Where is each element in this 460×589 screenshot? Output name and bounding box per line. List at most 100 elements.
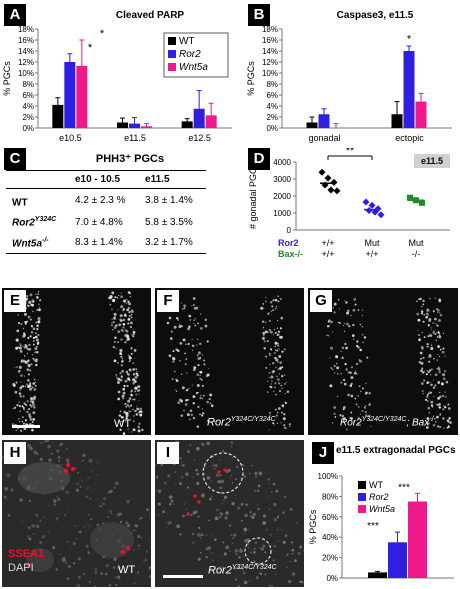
cell-speck [272,559,275,562]
y-axis-label: % PGCs [2,61,12,96]
cell-speck [426,369,428,372]
cell-speck [35,363,38,367]
cell-speck [354,370,357,372]
cell-speck [333,372,336,374]
cell-speck [127,399,130,403]
cell-speck [273,351,276,355]
cell-speck [340,381,343,384]
cell-speck [253,564,255,566]
cell-speck [267,478,270,481]
cell-speck [248,472,251,475]
cell-speck [55,519,58,521]
legend-swatch [168,63,176,71]
cell-speck [425,426,429,429]
cell-speck [203,465,206,468]
table-cell: 4.2 ± 2.3 % [74,195,126,207]
cell-speck [167,474,171,478]
cell-speck [148,511,150,513]
cell-speck [432,379,434,381]
cell-speck [88,458,93,463]
cell-speck [278,348,280,350]
cell-speck [204,324,208,328]
cell-speck [197,391,200,394]
data-point [371,208,379,216]
cell-speck [346,311,350,315]
cell-speck [178,359,181,362]
cell-speck [78,530,82,534]
cell-speck [28,415,32,419]
cell-speck [246,538,250,542]
cell-speck [184,514,186,516]
cell-speck [281,366,284,369]
cell-speck [125,370,129,374]
cell-speck [138,422,141,425]
cell-speck [197,351,201,355]
cell-speck [195,391,199,395]
cell-speck [141,428,144,432]
cell-speck [175,317,179,320]
cell-speck [117,397,120,401]
cell-speck [192,297,196,300]
cell-speck [197,515,200,518]
cell-speck [227,468,231,472]
cell-speck [265,366,268,369]
cell-speck [354,397,357,400]
cell-speck [358,385,361,387]
cell-speck [236,465,239,469]
cell-speck [94,567,98,571]
cell-speck [109,294,113,298]
cell-speck [268,319,271,322]
cell-speck [31,461,33,463]
cell-speck [277,407,281,410]
cell-speck [269,354,271,357]
cell-speck [359,348,362,352]
cell-speck [33,395,37,399]
cell-speck [271,380,273,382]
cell-speck [125,521,129,525]
cell-speck [32,382,36,385]
cell-speck [262,514,267,518]
cell-speck [87,513,90,516]
cell-speck [430,383,433,387]
micrograph-f [155,288,304,435]
cell-speck [260,547,264,551]
cell-speck [75,467,77,469]
cell-speck [224,516,228,520]
cell-speck [87,550,89,552]
micrograph-e-image [11,291,144,435]
cell-speck [114,576,117,579]
cell-speck [230,474,233,476]
cell-speck [428,353,432,357]
cell-speck [88,487,91,489]
cell-speck [171,377,174,381]
cell-speck [417,330,419,332]
cell-speck [99,504,103,508]
cell-speck [135,393,138,396]
cell-speck [105,572,108,576]
cell-speck [337,373,339,375]
bar-ror2 [318,114,330,128]
cell-speck [175,482,177,485]
cell-speck [185,358,188,361]
cell-speck [125,414,129,418]
cell-speck [133,378,135,380]
cell-speck [237,567,240,570]
cell-speck [342,420,345,422]
cell-speck [189,409,193,413]
cell-speck [190,413,194,417]
cell-speck [221,502,223,505]
cell-speck [132,381,136,385]
y-tick-label: 1000 [273,209,291,218]
cell-speck [269,330,273,334]
cell-speck [121,357,124,360]
cell-speck [196,446,200,451]
cell-speck [225,511,229,515]
cell-speck [420,346,424,349]
cell-speck [121,375,123,377]
data-point [362,198,370,206]
cell-speck [119,348,123,353]
cell-speck [130,347,133,350]
cell-speck [430,347,434,350]
cell-speck [262,303,265,305]
cell-speck [274,307,277,310]
